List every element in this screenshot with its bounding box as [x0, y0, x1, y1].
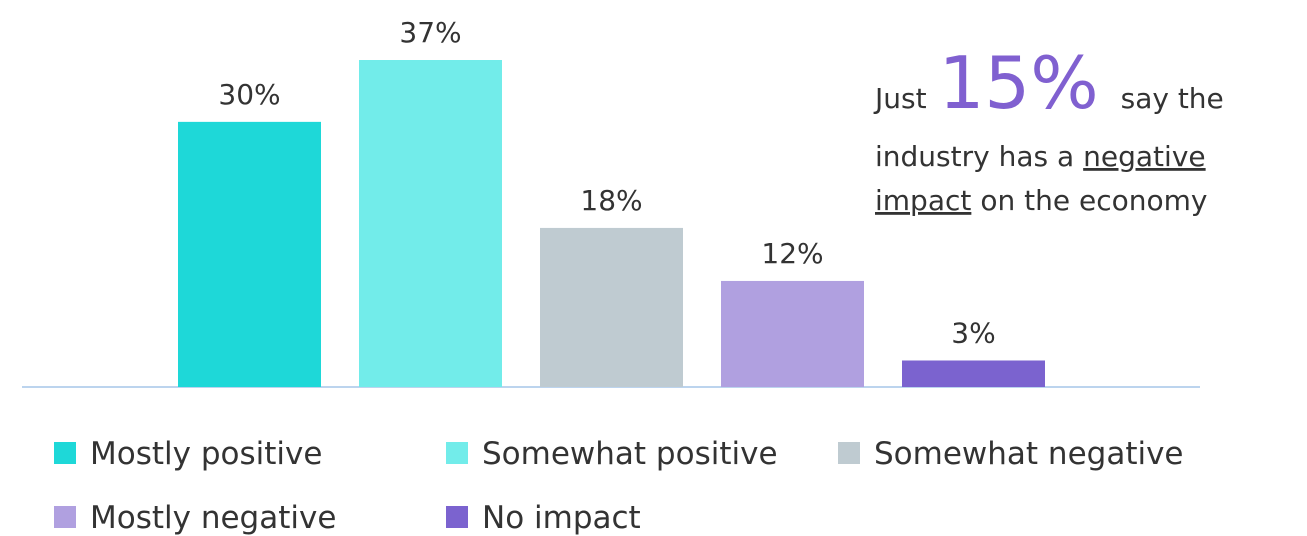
data-label: 3%	[951, 316, 995, 349]
annotation-line: industry has a negative	[875, 140, 1206, 173]
annotation-line: impact on the economy	[875, 184, 1207, 217]
annotation-highlight: 15%	[939, 41, 1099, 125]
legend-label: Mostly negative	[90, 500, 336, 536]
legend-label: Somewhat negative	[874, 436, 1184, 472]
annotation-lead: Just	[873, 82, 927, 115]
annotation-link: impact	[875, 184, 971, 217]
bar	[540, 227, 683, 387]
annotation-line3: on the economy	[980, 184, 1207, 217]
legend-swatch	[838, 442, 860, 464]
bar	[721, 280, 864, 387]
legend-swatch	[446, 506, 468, 528]
legend-swatch	[446, 442, 468, 464]
data-label: 12%	[761, 237, 823, 270]
data-label: 18%	[580, 184, 642, 217]
legend-label: Mostly positive	[90, 436, 322, 472]
bar	[902, 360, 1045, 387]
annotation-line2: industry has a	[875, 140, 1074, 173]
annotation-link: negative	[1083, 140, 1205, 173]
annotation: Just 15% say the	[873, 41, 1224, 125]
legend-swatch	[54, 442, 76, 464]
legend-swatch	[54, 506, 76, 528]
data-label: 30%	[218, 78, 280, 111]
legend-label: No impact	[482, 500, 641, 536]
data-label: 37%	[399, 16, 461, 49]
bar	[178, 121, 321, 387]
legend-label: Somewhat positive	[482, 436, 778, 472]
annotation-tail: say the	[1121, 82, 1224, 115]
bar	[359, 60, 502, 387]
